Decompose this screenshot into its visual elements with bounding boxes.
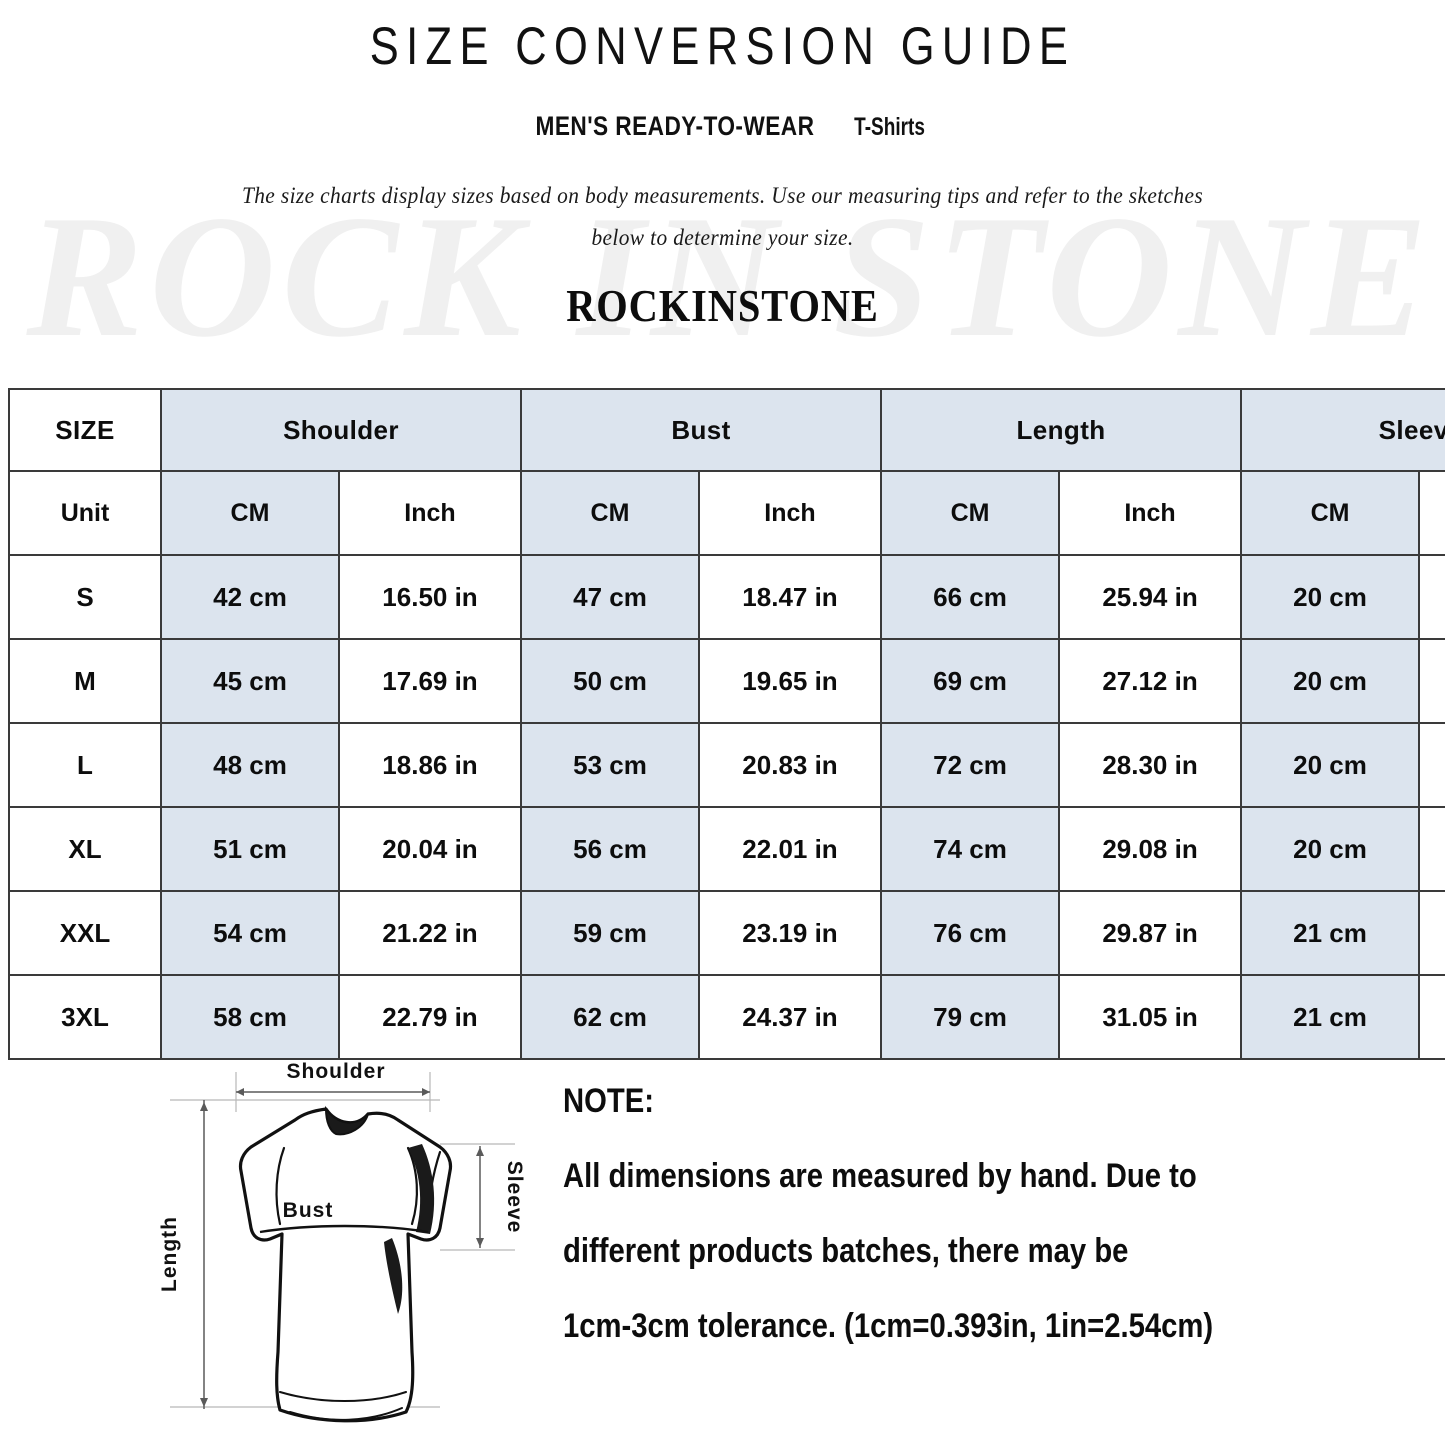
- cell-length-cm: 66 cm: [880, 554, 1061, 640]
- cell-length-cm: 79 cm: [880, 974, 1061, 1060]
- header-bust-inch: Inch: [697, 470, 883, 556]
- cell-length-cm: 69 cm: [880, 638, 1061, 724]
- table-row: 3XL 58 cm 22.79 in 62 cm 24.37 in 79 cm 31.05 …: [8, 974, 1445, 1060]
- brand-name: ROCKINSTONE: [566, 280, 879, 331]
- description-line-2: below to determine your size.: [591, 225, 854, 250]
- table-group-header-row: SIZE Shoulder Bust Length Sleeve: [8, 388, 1445, 472]
- cell-length-in: 29.08 in: [1058, 806, 1243, 892]
- cell-length-in: 29.87 in: [1058, 890, 1243, 976]
- cell-size: L: [8, 722, 162, 808]
- header-group-shoulder: Shoulder: [160, 388, 522, 472]
- bottom-section: Shoulder Bust Length Sleeve NOTE: All di…: [0, 1040, 1445, 1445]
- table-row: S 42 cm 16.50 in 47 cm 18.47 in 66 cm 25.94 in…: [8, 554, 1445, 640]
- cell-shoulder-cm: 51 cm: [160, 806, 340, 892]
- sketch-label-bust: Bust: [283, 1199, 334, 1222]
- header-group-length: Length: [880, 388, 1243, 472]
- cell-size: 3XL: [8, 974, 162, 1060]
- header-sleeve-inch: Inch: [1418, 470, 1445, 556]
- sketch-label-shoulder: Shoulder: [286, 1060, 385, 1083]
- page-title: SIZE CONVERSION GUIDE: [369, 17, 1076, 76]
- cell-shoulder-cm: 54 cm: [160, 890, 340, 976]
- cell-shoulder-in: 17.69 in: [338, 638, 522, 724]
- cell-length-in: 25.94 in: [1058, 554, 1243, 640]
- cell-sleeve-in: 7.86 in: [1418, 638, 1445, 724]
- cell-bust-in: 24.37 in: [697, 974, 883, 1060]
- tshirt-measurement-diagram: Shoulder Bust Length Sleeve: [158, 1060, 526, 1423]
- cell-bust-in: 22.01 in: [697, 806, 883, 892]
- cell-length-in: 28.30 in: [1058, 722, 1243, 808]
- cell-sleeve-in: 7.86 in: [1418, 806, 1445, 892]
- cell-shoulder-in: 21.22 in: [338, 890, 522, 976]
- note-line-3: 1cm-3cm tolerance. (1cm=0.393in, 1in=2.5…: [563, 1307, 1214, 1345]
- note-line-1: All dimensions are measured by hand. Due…: [563, 1157, 1197, 1195]
- cell-sleeve-cm: 21 cm: [1240, 890, 1421, 976]
- subtitle-row: MEN'S READY-TO-WEAR T-Shirts: [0, 111, 1445, 142]
- cell-bust-in: 20.83 in: [697, 722, 883, 808]
- header-length-inch: Inch: [1058, 470, 1243, 556]
- table-row: M 45 cm 17.69 in 50 cm 19.65 in 69 cm 27.12 in…: [8, 638, 1445, 724]
- cell-sleeve-in: 8.25 in: [1418, 974, 1445, 1060]
- cell-sleeve-cm: 21 cm: [1240, 974, 1421, 1060]
- table-row: XL 51 cm 20.04 in 56 cm 22.01 in 74 cm 29.08 i…: [8, 806, 1445, 892]
- header-bust-cm: CM: [520, 470, 700, 556]
- cell-bust-cm: 62 cm: [520, 974, 700, 1060]
- cell-bust-cm: 47 cm: [520, 554, 700, 640]
- size-table-body: S 42 cm 16.50 in 47 cm 18.47 in 66 cm 25.94 in…: [8, 554, 1445, 1060]
- header-unit: Unit: [8, 470, 162, 556]
- page-root: SIZE CONVERSION GUIDE MEN'S READY-TO-WEA…: [0, 0, 1445, 332]
- cell-shoulder-in: 16.50 in: [338, 554, 522, 640]
- cell-sleeve-cm: 20 cm: [1240, 806, 1421, 892]
- cell-length-in: 27.12 in: [1058, 638, 1243, 724]
- description-line-1: The size charts display sizes based on b…: [241, 183, 1204, 208]
- cell-shoulder-in: 20.04 in: [338, 806, 522, 892]
- cell-size: XL: [8, 806, 162, 892]
- size-table-container: SIZE Shoulder Bust Length Sleeve Unit CM…: [8, 388, 1445, 1060]
- subtitle-product: T-Shirts: [854, 113, 926, 141]
- cell-bust-in: 23.19 in: [697, 890, 883, 976]
- table-row: L 48 cm 18.86 in 53 cm 20.83 in 72 cm 28.30 in…: [8, 722, 1445, 808]
- note-block: NOTE: All dimensions are measured by han…: [563, 1082, 1423, 1346]
- header-group-bust: Bust: [519, 388, 883, 472]
- sketch-label-length: Length: [158, 1216, 181, 1292]
- cell-sleeve-in: 8.25 in: [1418, 890, 1445, 976]
- cell-bust-cm: 53 cm: [520, 722, 700, 808]
- cell-bust-cm: 56 cm: [520, 806, 700, 892]
- header-sleeve-cm: CM: [1240, 470, 1421, 556]
- cell-shoulder-cm: 42 cm: [160, 554, 340, 640]
- cell-sleeve-cm: 20 cm: [1240, 554, 1421, 640]
- cell-bust-in: 18.47 in: [697, 554, 883, 640]
- note-line-2: different products batches, there may be: [563, 1232, 1129, 1270]
- cell-sleeve-in: 7.86 in: [1418, 722, 1445, 808]
- header-size: SIZE: [8, 388, 162, 472]
- cell-bust-cm: 50 cm: [520, 638, 700, 724]
- header-group-sleeve: Sleeve: [1240, 388, 1445, 472]
- cell-length-cm: 76 cm: [880, 890, 1061, 976]
- cell-sleeve-in: 7.86 in: [1418, 554, 1445, 640]
- cell-sleeve-cm: 20 cm: [1240, 638, 1421, 724]
- cell-length-cm: 74 cm: [880, 806, 1061, 892]
- note-title: NOTE:: [563, 1082, 654, 1120]
- cell-size: S: [8, 554, 162, 640]
- cell-bust-in: 19.65 in: [697, 638, 883, 724]
- cell-size: XXL: [8, 890, 162, 976]
- size-conversion-table: SIZE Shoulder Bust Length Sleeve Unit CM…: [8, 388, 1445, 1060]
- cell-length-in: 31.05 in: [1058, 974, 1243, 1060]
- cell-shoulder-in: 18.86 in: [338, 722, 522, 808]
- table-row: XXL 54 cm 21.22 in 59 cm 23.19 in 76 cm 29.87 …: [8, 890, 1445, 976]
- cell-shoulder-cm: 58 cm: [160, 974, 340, 1060]
- sketch-label-sleeve: Sleeve: [503, 1161, 526, 1234]
- cell-shoulder-cm: 45 cm: [160, 638, 340, 724]
- subtitle-category: MEN'S READY-TO-WEAR: [535, 111, 815, 141]
- cell-sleeve-cm: 20 cm: [1240, 722, 1421, 808]
- header-shoulder-cm: CM: [160, 470, 340, 556]
- cell-size: M: [8, 638, 162, 724]
- header-shoulder-inch: Inch: [338, 470, 522, 556]
- header-length-cm: CM: [880, 470, 1061, 556]
- cell-shoulder-in: 22.79 in: [338, 974, 522, 1060]
- cell-length-cm: 72 cm: [880, 722, 1061, 808]
- cell-shoulder-cm: 48 cm: [160, 722, 340, 808]
- table-unit-header-row: Unit CM Inch CM Inch CM Inch CM Inch: [8, 470, 1445, 556]
- cell-bust-cm: 59 cm: [520, 890, 700, 976]
